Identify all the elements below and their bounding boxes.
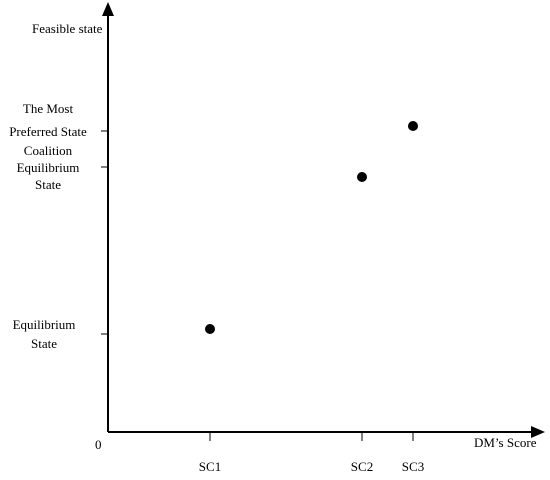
- y-tick-label-coalition-line2: Equilibrium: [17, 160, 80, 175]
- y-tick-label-most-preferred-line2: Preferred State: [9, 124, 87, 139]
- y-tick-label-coalition-line1: Coalition: [24, 143, 73, 158]
- y-axis-title: Feasible state: [32, 21, 103, 36]
- data-point-sc3: [408, 121, 418, 131]
- data-point-sc1: [205, 324, 215, 334]
- x-axis-title: DM’s Score: [474, 435, 537, 450]
- y-axis-arrow: [102, 2, 114, 16]
- x-axis-arrow: [531, 426, 545, 438]
- origin-label: 0: [95, 437, 102, 452]
- x-tick-label-sc3: SC3: [402, 459, 424, 474]
- x-tick-label-sc2: SC2: [351, 459, 373, 474]
- y-tick-label-equilibrium-line2: State: [31, 336, 57, 351]
- data-point-sc2: [357, 172, 367, 182]
- y-tick-label-equilibrium-line1: Equilibrium: [13, 317, 76, 332]
- x-tick-label-sc1: SC1: [199, 459, 221, 474]
- y-tick-label-coalition-line3: State: [35, 177, 61, 192]
- y-tick-label-most-preferred-line1: The Most: [23, 101, 74, 116]
